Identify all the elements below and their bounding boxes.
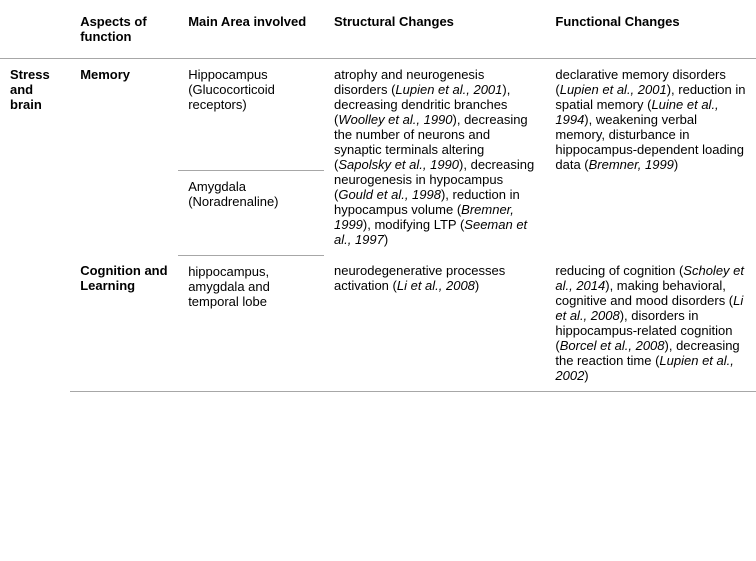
- structural-memory: atrophy and neurogenesis disorders (Lupi…: [324, 59, 545, 256]
- text: ): [384, 232, 388, 247]
- group-label-cell: Stress and brain: [0, 59, 70, 392]
- text: reducing of cognition (: [555, 263, 683, 278]
- table-row: Cognition and Learning hippocampus, amyg…: [0, 255, 756, 392]
- text: ): [475, 278, 479, 293]
- table-row: Stress and brain Memory Hippocampus (Glu…: [0, 59, 756, 171]
- text: ): [674, 157, 678, 172]
- header-functional: Functional Changes: [545, 0, 756, 59]
- header-aspects: Aspects of function: [70, 0, 178, 59]
- aspect-memory: Memory: [70, 59, 178, 256]
- citation: Lupien et al., 2001: [395, 82, 502, 97]
- citation: Bremner, 1999: [589, 157, 674, 172]
- citation: Li et al., 2008: [397, 278, 475, 293]
- header-main-area: Main Area involved: [178, 0, 324, 59]
- text: ), modifying LTP (: [363, 217, 464, 232]
- aspect-cognition: Cognition and Learning: [70, 255, 178, 392]
- header-blank: [0, 0, 70, 59]
- citation: Woolley et al., 1990: [338, 112, 452, 127]
- functional-cognition: reducing of cognition (Scholey et al., 2…: [545, 255, 756, 392]
- citation: Borcel et al., 2008: [560, 338, 665, 353]
- citation: Lupien et al., 2001: [560, 82, 667, 97]
- area-hippocampus: Hippocampus (Glucocorticoid receptors): [178, 59, 324, 171]
- text: ): [584, 368, 588, 383]
- header-structural: Structural Changes: [324, 0, 545, 59]
- area-cognition: hippocampus, amygdala and temporal lobe: [178, 255, 324, 392]
- structural-cognition: neurodegenerative processes activation (…: [324, 255, 545, 392]
- citation: Sapolsky et al., 1990: [338, 157, 459, 172]
- area-amygdala: Amygdala (Noradrenaline): [178, 170, 324, 255]
- table-header: Aspects of function Main Area involved S…: [0, 0, 756, 59]
- stress-brain-table: Aspects of function Main Area involved S…: [0, 0, 756, 392]
- citation: Gould et al., 1998: [338, 187, 441, 202]
- functional-memory: declarative memory disorders (Lupien et …: [545, 59, 756, 256]
